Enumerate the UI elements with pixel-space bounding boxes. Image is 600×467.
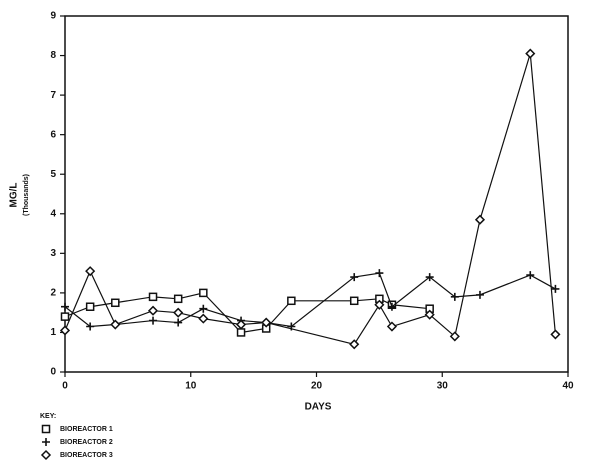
marker-plus (375, 269, 384, 278)
marker-plus (350, 273, 359, 282)
legend-label: BIOREACTOR 1 (60, 426, 113, 433)
y-tick-label: 2 (50, 288, 56, 299)
y-axis-label: (Thousands) (23, 174, 30, 216)
marker-plus (425, 273, 434, 282)
marker-square (60, 312, 70, 321)
marker-square (199, 288, 208, 298)
marker-square (85, 302, 95, 311)
legend-label: BIOREACTOR 3 (60, 452, 113, 459)
marker-diamond (349, 339, 360, 350)
marker-plus (526, 271, 535, 280)
y-tick-label: 8 (50, 50, 56, 61)
marker-diamond (147, 305, 159, 316)
marker-plus (199, 304, 208, 313)
marker-square (287, 296, 296, 306)
marker-diamond (449, 331, 460, 342)
marker-square (41, 424, 51, 434)
marker-plus (387, 302, 396, 311)
marker-plus (149, 316, 158, 325)
y-axis-label: MG/L (9, 183, 20, 208)
marker-square (148, 292, 158, 302)
x-tick-label: 40 (562, 381, 574, 392)
marker-plus (86, 322, 95, 331)
x-tick-label: 20 (311, 381, 323, 392)
marker-diamond (59, 325, 71, 336)
y-tick-label: 1 (50, 327, 56, 338)
y-tick-label: 7 (50, 90, 56, 101)
y-tick-label: 5 (50, 169, 56, 180)
marker-diamond (40, 449, 52, 461)
marker-square (173, 294, 183, 304)
marker-diamond (550, 329, 561, 340)
y-tick-label: 0 (50, 367, 56, 378)
marker-diamond (374, 299, 385, 310)
marker-plus (174, 318, 183, 327)
marker-square (111, 298, 120, 308)
y-tick-label: 3 (50, 248, 56, 259)
marker-plus (450, 292, 459, 301)
marker-diamond (261, 317, 272, 328)
marker-plus (42, 438, 50, 446)
legend-label: BIOREACTOR 2 (60, 439, 113, 446)
y-tick-label: 9 (50, 11, 56, 22)
x-axis-label: DAYS (305, 402, 332, 413)
marker-plus (475, 290, 484, 299)
series-line (64, 272, 556, 328)
marker-square (236, 328, 246, 337)
y-tick-label: 6 (50, 129, 56, 140)
marker-plus (551, 284, 560, 293)
marker-diamond (85, 266, 96, 277)
x-tick-label: 30 (437, 381, 449, 392)
x-tick-label: 0 (62, 381, 68, 392)
marker-diamond (386, 321, 398, 332)
marker-diamond (173, 307, 184, 318)
marker-plus (61, 302, 69, 311)
marker-diamond (235, 319, 247, 330)
marker-diamond (424, 309, 435, 320)
plot-frame (64, 15, 569, 373)
y-tick-label: 4 (50, 208, 56, 219)
legend-title: KEY: (40, 413, 56, 420)
marker-square (349, 296, 359, 306)
x-tick-label: 10 (185, 381, 197, 392)
series-line (64, 53, 557, 345)
marker-diamond (525, 48, 536, 59)
marker-diamond (198, 313, 209, 324)
marker-diamond (110, 319, 121, 330)
marker-diamond (474, 214, 486, 225)
